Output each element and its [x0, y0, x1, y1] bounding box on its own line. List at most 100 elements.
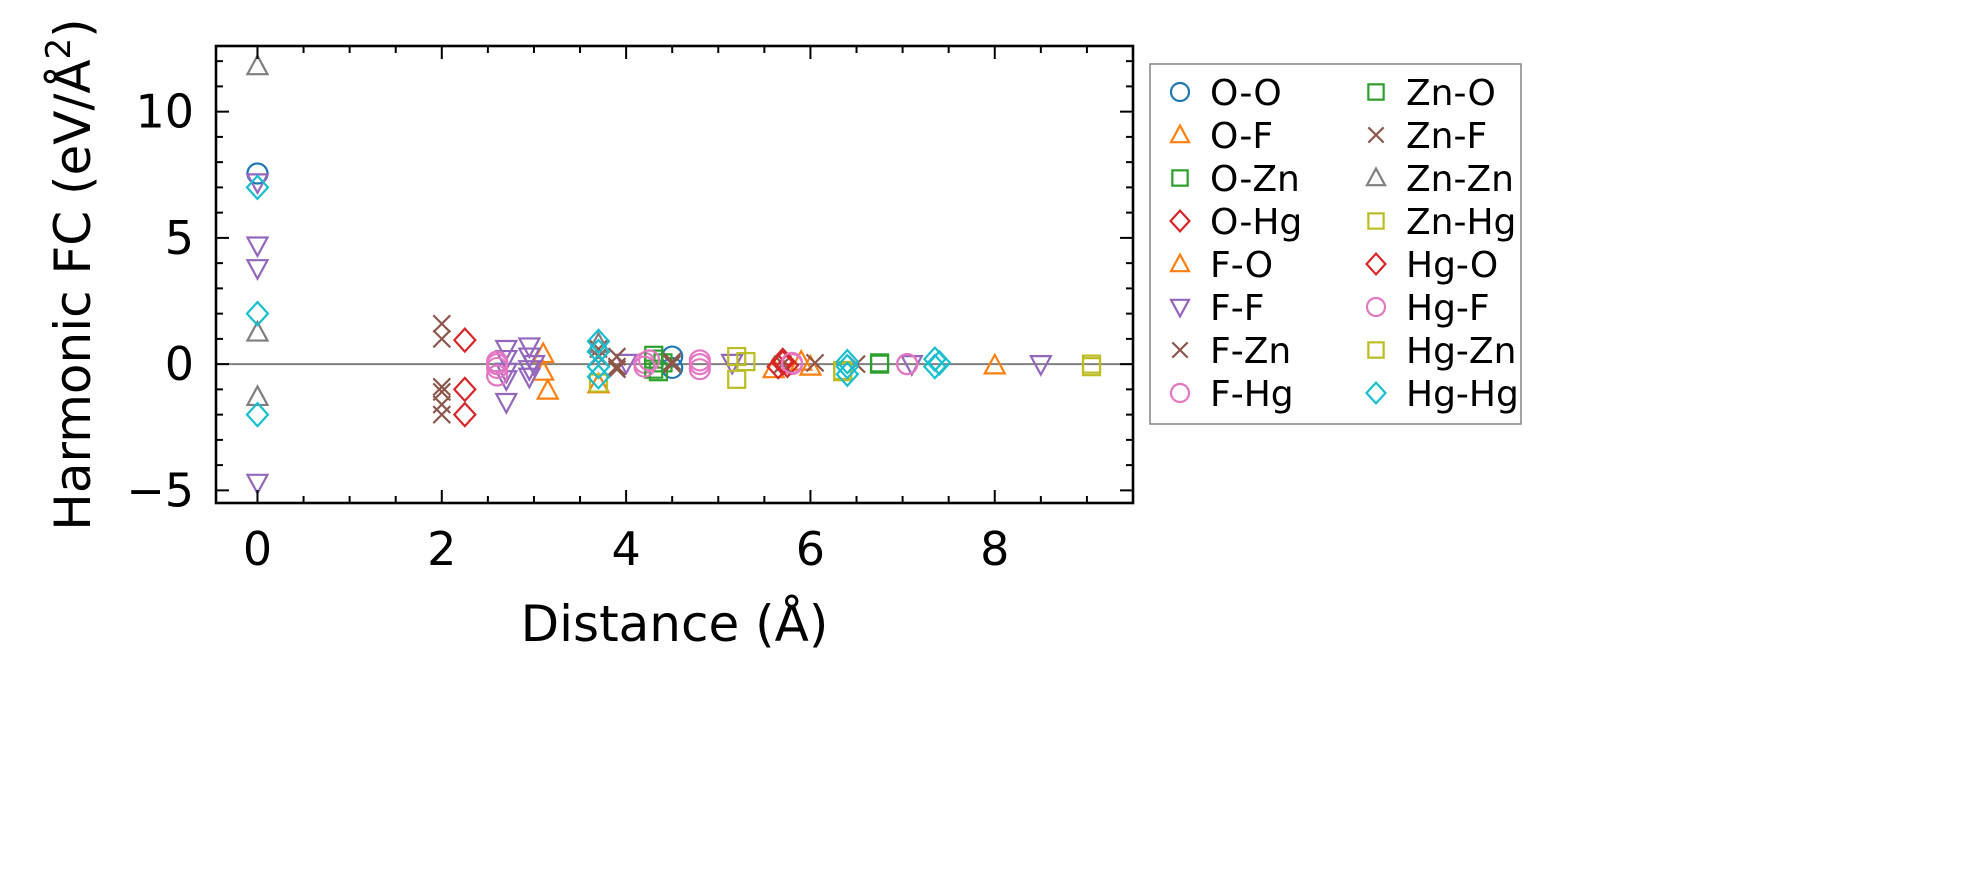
x-tick-label: 6 [796, 522, 825, 576]
legend-marker [1365, 296, 1387, 318]
legend-marker [1169, 298, 1191, 319]
data-point [633, 355, 656, 378]
data-point [1028, 355, 1053, 377]
legend-label: Hg-Zn [1406, 331, 1516, 372]
data-point [452, 401, 477, 428]
legend-item-hg-f: Hg-F [1365, 288, 1490, 329]
legend-marker [1365, 381, 1387, 405]
series-zn-zn [245, 53, 611, 407]
legend-item-zn-zn: Zn-Zn [1365, 159, 1514, 200]
y-axis-label-tail: ) [44, 18, 102, 38]
legend-label: Zn-Zn [1406, 159, 1514, 200]
series-f-f [245, 173, 1053, 496]
legend-label: O-Hg [1210, 202, 1302, 243]
data-point [607, 359, 627, 379]
legend-marker [1367, 83, 1385, 101]
data-point [736, 352, 756, 372]
data-point [245, 174, 270, 201]
legend-item-zn-f: Zn-F [1367, 116, 1487, 157]
data-point [662, 354, 682, 374]
data-point [245, 319, 270, 342]
series-hg-f [485, 349, 919, 381]
data-point [586, 328, 611, 355]
axis-ticks [216, 46, 1134, 503]
legend-item-o-f: O-F [1169, 116, 1273, 157]
data-point [517, 367, 542, 390]
data-point [688, 349, 711, 372]
data-point [727, 369, 747, 389]
data-point [798, 353, 823, 376]
data-point [494, 349, 519, 372]
tick-labels: 0 2 4 6 8 −5 0 5 10 [126, 85, 1009, 576]
data-point [770, 349, 795, 377]
data-point [805, 353, 825, 373]
x-axis-label: Distance (Å) [521, 595, 829, 653]
data-point [1081, 354, 1102, 374]
legend-marker [1169, 81, 1191, 103]
y-tick-label: −5 [126, 463, 194, 517]
legend-label: Hg-O [1406, 245, 1498, 286]
data-point [927, 349, 952, 377]
data-point [452, 376, 477, 403]
y-axis-label-superscript: 2 [39, 38, 79, 60]
data-point [517, 360, 542, 382]
legend-item-o-o: O-O [1169, 73, 1282, 114]
legend-marker [1169, 252, 1191, 273]
legend-label: Zn-F [1406, 116, 1487, 157]
legend-item-f-f: F-F [1169, 288, 1264, 329]
legend-label: F-F [1210, 288, 1264, 329]
legend-marker [1171, 341, 1189, 359]
x-tick-label: 4 [611, 522, 640, 576]
data-point [432, 329, 452, 349]
legend-item-f-o: F-O [1169, 245, 1273, 286]
legend-marker [1169, 382, 1191, 404]
legend-item-hg-hg: Hg-Hg [1365, 374, 1519, 415]
legend-label: F-O [1210, 245, 1273, 286]
legend-label: Hg-Hg [1406, 374, 1519, 415]
y-tick-label: 0 [165, 337, 194, 391]
data-point [485, 364, 509, 387]
legend-label: O-Zn [1210, 159, 1300, 200]
data-point [245, 53, 270, 76]
legend-item-zn-o: Zn-O [1367, 73, 1496, 114]
data-point [245, 236, 270, 259]
data-point [869, 353, 890, 373]
legend-item-zn-hg: Zn-Hg [1367, 202, 1516, 243]
legend-label: Hg-F [1406, 288, 1490, 329]
data-point [522, 355, 546, 377]
data-point [245, 300, 270, 327]
legend: O-OO-FO-ZnO-HgF-OF-FF-ZnF-Hg Zn-OZn-FZn-Z… [1149, 63, 1522, 425]
data-point [780, 351, 804, 374]
legend-marker [1171, 169, 1189, 187]
legend-item-f-hg: F-Hg [1169, 374, 1294, 415]
data-point [922, 345, 947, 373]
data-point [245, 384, 270, 407]
legend-item-o-zn: O-Zn [1171, 159, 1300, 200]
series-o-o [246, 162, 684, 380]
y-tick-label: 10 [135, 85, 194, 139]
x-tick-label: 0 [243, 522, 272, 576]
legend-item-o-hg: O-Hg [1169, 202, 1302, 243]
legend-item-f-zn: F-Zn [1171, 331, 1291, 372]
legend-marker [1365, 252, 1387, 276]
x-tick-label: 8 [980, 522, 1009, 576]
data-point [586, 338, 611, 365]
legend-label: F-Zn [1210, 331, 1291, 372]
data-point [245, 259, 270, 282]
data-point [245, 473, 270, 496]
data-point [535, 377, 560, 400]
data-point [775, 352, 800, 379]
data-point [432, 405, 452, 424]
legend-marker [1367, 341, 1385, 359]
data-point [896, 353, 919, 376]
data-point [638, 349, 661, 372]
legend-marker [1365, 166, 1387, 187]
legend-marker [1367, 126, 1385, 144]
legend-marker [1169, 209, 1191, 233]
legend-label: O-O [1210, 73, 1282, 114]
data-point [586, 353, 611, 380]
data-point [607, 357, 627, 376]
data-point [432, 377, 452, 397]
legend-marker [1169, 123, 1191, 144]
